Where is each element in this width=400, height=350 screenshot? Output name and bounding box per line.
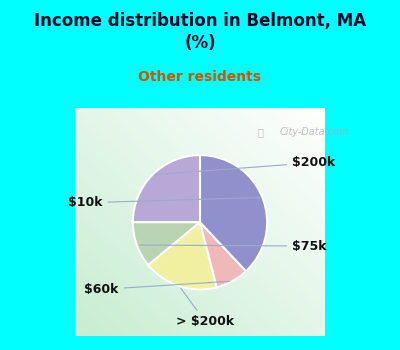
Wedge shape <box>148 222 217 289</box>
Text: City-Data.com: City-Data.com <box>280 127 350 137</box>
Text: Other residents: Other residents <box>138 70 262 84</box>
Wedge shape <box>200 155 267 271</box>
Text: Income distribution in Belmont, MA
(%): Income distribution in Belmont, MA (%) <box>34 12 366 52</box>
Text: ⓘ: ⓘ <box>257 127 263 137</box>
Text: > $200k: > $200k <box>176 288 234 328</box>
Wedge shape <box>200 222 246 287</box>
Text: $60k: $60k <box>84 281 230 296</box>
Wedge shape <box>133 222 200 265</box>
Wedge shape <box>133 155 200 222</box>
Text: $10k: $10k <box>68 196 260 209</box>
Text: $75k: $75k <box>140 240 326 253</box>
Text: $200k: $200k <box>155 156 335 175</box>
